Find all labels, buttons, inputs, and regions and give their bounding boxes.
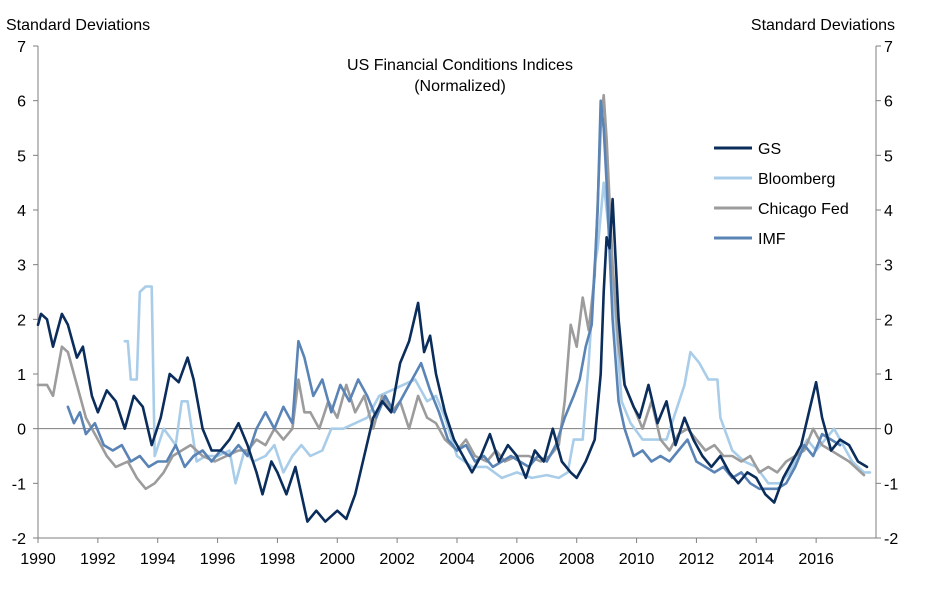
y-tick-label-left: 2	[17, 312, 26, 329]
x-tick-label: 2010	[619, 551, 655, 568]
legend-label-bloomberg: Bloomberg	[758, 171, 835, 188]
x-tick-label: 2014	[738, 551, 774, 568]
x-tick-label: 2004	[439, 551, 475, 568]
y-tick-label-left: 5	[17, 148, 26, 165]
series-line-bloomberg	[123, 181, 872, 485]
x-tick-label: 2012	[679, 551, 715, 568]
series-line-imf	[66, 99, 842, 491]
y-tick-label-right: 7	[884, 39, 893, 56]
series-line-gs	[36, 197, 869, 523]
y-tick-label-left: 7	[17, 39, 26, 56]
y-tick-label-right: 5	[884, 148, 893, 165]
y-tick-label-left: -1	[12, 476, 26, 493]
x-tick-label: 1996	[200, 551, 236, 568]
legend: GS Bloomberg Chicago Fed IMF	[714, 141, 849, 248]
y-axis-title-right: Standard Deviations	[751, 17, 895, 34]
x-tick-label: 2016	[798, 551, 834, 568]
y-tick-label-right: 2	[884, 312, 893, 329]
y-tick-label-right: 0	[884, 422, 893, 439]
y-tick-label-right: -1	[884, 476, 898, 493]
y-axis-title-left: Standard Deviations	[6, 17, 150, 34]
x-tick-label: 1998	[260, 551, 296, 568]
x-tick-label: 2006	[499, 551, 535, 568]
y-tick-label-left: -2	[12, 531, 26, 548]
x-tick-label: 1994	[140, 551, 176, 568]
series-layer	[36, 93, 872, 523]
y-tick-label-right: 1	[884, 367, 893, 384]
x-tick-label: 1992	[80, 551, 116, 568]
series-line-chicago-fed	[36, 93, 866, 491]
x-tick-label: 2008	[559, 551, 595, 568]
x-tick-label: 2002	[379, 551, 415, 568]
y-tick-label-right: 6	[884, 94, 893, 111]
x-axis: 1990 1992 1994 1996 1998 2000 2002 2004 2006 2008…	[20, 538, 834, 568]
x-tick-label: 1990	[20, 551, 56, 568]
y-tick-label-left: 3	[17, 258, 26, 275]
legend-label-chicago-fed: Chicago Fed	[758, 201, 849, 218]
y-tick-label-left: 4	[17, 203, 26, 220]
y-tick-label-right: 3	[884, 258, 893, 275]
x-tick-label: 2000	[319, 551, 355, 568]
y-tick-label-left: 6	[17, 94, 26, 111]
y-axis-left: -2 -1 0 1 2 3 4 5 6 7	[12, 39, 38, 548]
legend-label-imf: IMF	[758, 231, 786, 248]
y-tick-label-right: 4	[884, 203, 893, 220]
y-tick-label-left: 0	[17, 422, 26, 439]
y-tick-label-right: -2	[884, 531, 898, 548]
chart-title: US Financial Conditions Indices	[347, 57, 573, 74]
y-axis-right: -2 -1 0 1 2 3 4 5 6 7	[876, 39, 898, 548]
chart-subtitle: (Normalized)	[414, 78, 506, 95]
legend-label-gs: GS	[758, 141, 781, 158]
y-tick-label-left: 1	[17, 367, 26, 384]
